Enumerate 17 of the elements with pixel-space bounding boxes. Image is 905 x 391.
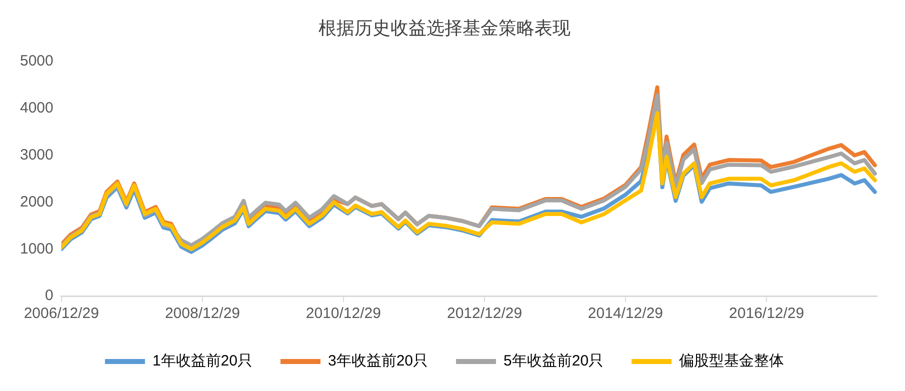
x-tick-label: 2014/12/29 bbox=[588, 305, 663, 322]
legend-label: 5年收益前20只 bbox=[504, 352, 604, 370]
y-tick-label: 0 bbox=[45, 287, 54, 304]
y-tick-label: 3000 bbox=[20, 146, 54, 164]
y-tick-label: 2000 bbox=[20, 193, 54, 210]
legend-label: 1年收益前20只 bbox=[152, 352, 252, 370]
y-tick-label: 1000 bbox=[20, 240, 54, 258]
y-tick-label: 5000 bbox=[20, 52, 54, 70]
x-tick-label: 2006/12/29 bbox=[24, 305, 99, 322]
legend-label: 偏股型基金整体 bbox=[679, 352, 784, 370]
legend-label: 3年收益前20只 bbox=[328, 352, 428, 370]
chart-title: 根据历史收益选择基金策略表现 bbox=[318, 18, 570, 38]
x-tick-label: 2012/12/29 bbox=[446, 305, 522, 322]
y-tick-label: 4000 bbox=[20, 100, 54, 117]
x-tick-label: 2016/12/29 bbox=[729, 305, 804, 322]
x-tick-label: 2010/12/29 bbox=[306, 305, 381, 322]
x-tick-label: 2008/12/29 bbox=[164, 305, 240, 322]
